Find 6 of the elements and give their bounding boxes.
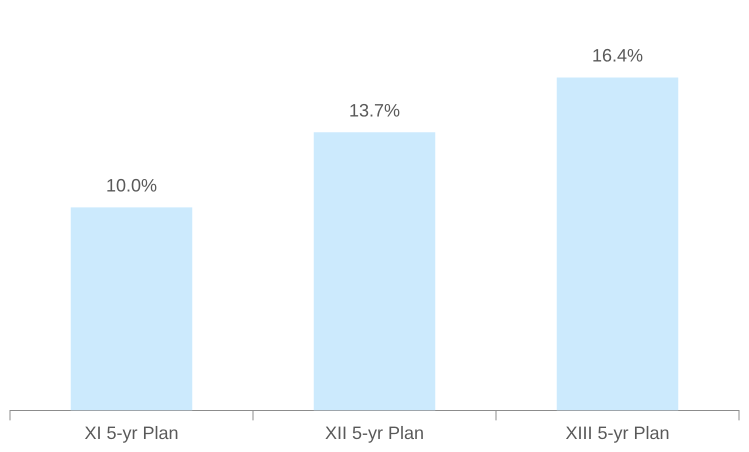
x-tick-label: XI 5-yr Plan <box>84 423 179 444</box>
x-tick-label: XII 5-yr Plan <box>324 423 424 444</box>
data-label: 13.7% <box>348 100 400 120</box>
data-label: 10.0% <box>106 175 158 196</box>
x-tick-label: XIII 5-yr Plan <box>565 423 670 444</box>
data-label: 16.4% <box>592 45 644 66</box>
